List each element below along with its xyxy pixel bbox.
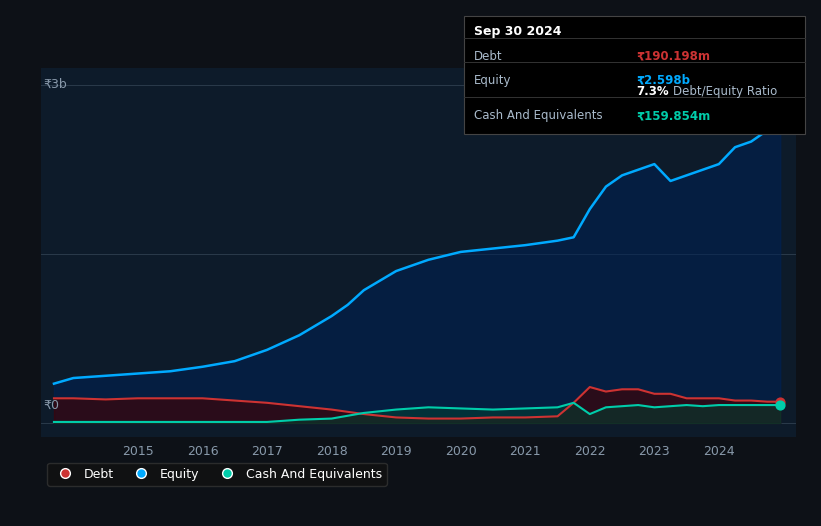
Text: Sep 30 2024: Sep 30 2024 (474, 25, 562, 38)
Text: ₹2.598b: ₹2.598b (636, 74, 690, 87)
Text: 7.3%: 7.3% (636, 85, 669, 98)
Text: Debt/Equity Ratio: Debt/Equity Ratio (673, 85, 777, 98)
Text: Equity: Equity (474, 74, 511, 87)
Text: ₹0: ₹0 (44, 399, 59, 412)
Point (773, 398, 787, 406)
Text: Debt: Debt (474, 50, 502, 63)
Text: ₹3b: ₹3b (44, 77, 67, 90)
Point (773, 83, 787, 92)
Point (773, 401, 787, 409)
Text: ₹159.854m: ₹159.854m (636, 109, 710, 123)
Text: ₹190.198m: ₹190.198m (636, 50, 710, 63)
Text: Cash And Equivalents: Cash And Equivalents (474, 109, 603, 123)
Legend: Debt, Equity, Cash And Equivalents: Debt, Equity, Cash And Equivalents (48, 462, 387, 485)
